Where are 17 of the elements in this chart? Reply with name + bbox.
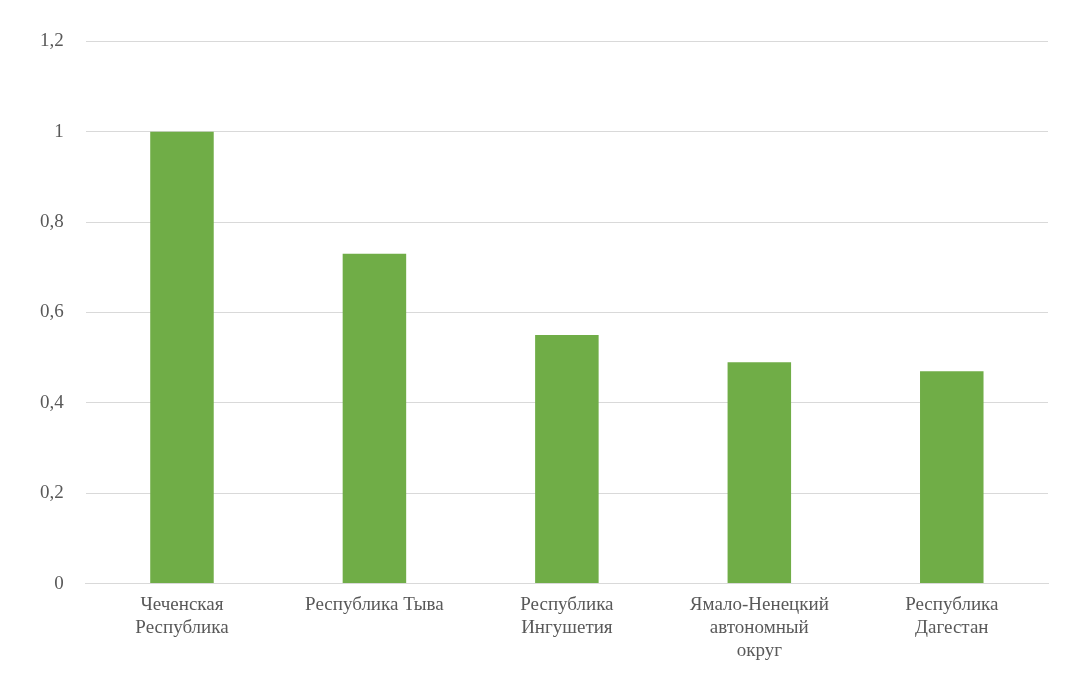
bar [150, 131, 214, 584]
bar [920, 371, 984, 584]
x-tick-label: Республика Дагестан [905, 592, 999, 637]
x-tick-label: Чеченская Республика [135, 592, 230, 637]
y-tick-label: 0,4 [40, 390, 65, 412]
y-tick-label: 0,6 [40, 300, 64, 322]
x-tick-label: Республика Тыва [305, 592, 445, 614]
y-tick-label: 0 [54, 571, 64, 593]
y-tick-label: 1,2 [40, 29, 64, 51]
x-tick-label: Республика Ингушетия [520, 592, 615, 637]
y-tick-label: 1 [54, 119, 64, 141]
bar [342, 253, 407, 584]
x-tick-label: Ямало-Ненецкий автономный округ [689, 592, 829, 660]
bar [535, 335, 599, 584]
bar [727, 362, 792, 584]
y-tick-label: 0,8 [40, 210, 64, 232]
y-tick-label: 0,2 [40, 481, 64, 503]
